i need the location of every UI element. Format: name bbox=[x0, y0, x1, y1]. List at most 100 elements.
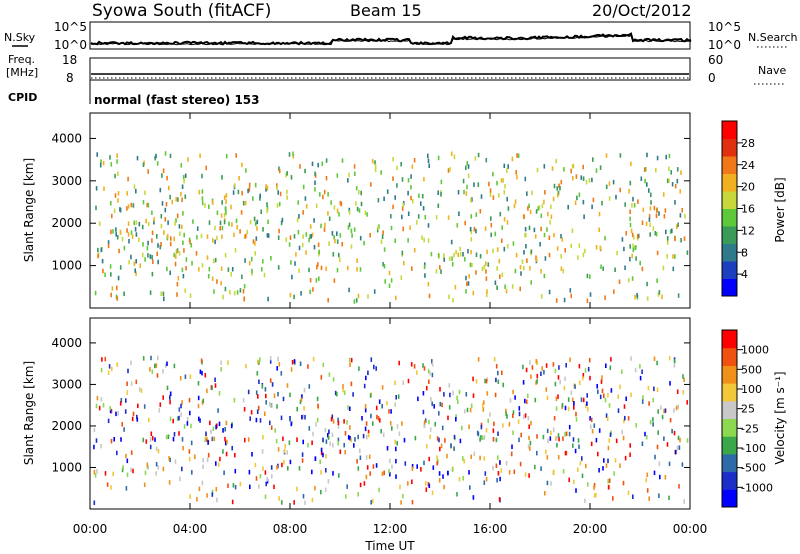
scatter-point bbox=[355, 185, 358, 191]
scatter-point bbox=[304, 415, 306, 420]
scatter-point bbox=[556, 246, 559, 251]
scatter-point bbox=[235, 153, 237, 158]
scatter-point bbox=[166, 175, 168, 181]
scatter-point bbox=[112, 229, 114, 234]
scatter-point bbox=[212, 426, 215, 431]
scatter-point bbox=[283, 459, 285, 465]
scatter-point bbox=[349, 436, 351, 441]
scatter-point bbox=[535, 209, 538, 214]
scatter-point bbox=[96, 469, 98, 474]
scatter-point bbox=[388, 409, 390, 414]
scatter-point bbox=[534, 234, 537, 239]
scatter-point bbox=[469, 262, 472, 268]
scatter-point bbox=[356, 206, 359, 212]
scatter-point bbox=[245, 168, 247, 173]
scatter-point bbox=[270, 256, 272, 261]
scatter-point bbox=[107, 243, 110, 249]
scatter-point bbox=[401, 206, 404, 211]
scatter-point bbox=[601, 388, 604, 394]
scatter-point bbox=[231, 445, 233, 451]
scatter-point bbox=[482, 407, 485, 412]
scatter-point bbox=[503, 217, 506, 222]
scatter-point bbox=[600, 379, 603, 384]
scatter-point bbox=[465, 289, 467, 294]
scatter-point bbox=[563, 297, 566, 303]
scatter-point bbox=[436, 461, 438, 466]
scatter-point bbox=[411, 164, 414, 169]
scatter-point bbox=[507, 164, 509, 169]
scatter-point bbox=[201, 173, 203, 179]
scatter-point bbox=[388, 283, 391, 289]
colorbar-tick-label: 16 bbox=[741, 203, 755, 216]
scatter-point bbox=[348, 207, 351, 213]
scatter-point bbox=[200, 233, 203, 239]
scatter-point bbox=[401, 421, 403, 426]
scatter-point bbox=[457, 190, 460, 195]
scatter-point bbox=[317, 162, 319, 168]
scatter-point bbox=[365, 421, 368, 426]
noise-search-line bbox=[90, 34, 692, 46]
scatter-point bbox=[470, 229, 473, 235]
scatter-point bbox=[138, 221, 141, 227]
scatter-point bbox=[130, 202, 133, 208]
scatter-point bbox=[531, 365, 534, 370]
scatter-point bbox=[168, 185, 170, 191]
scatter-point bbox=[683, 377, 685, 382]
scatter-point bbox=[234, 247, 237, 253]
scatter-point bbox=[555, 396, 558, 402]
scatter-point bbox=[440, 443, 443, 449]
scatter-point bbox=[216, 279, 218, 284]
scatter-point bbox=[169, 399, 171, 405]
scatter-point bbox=[662, 192, 665, 197]
scatter-point bbox=[675, 449, 677, 455]
scatter-point bbox=[378, 399, 381, 404]
scatter-point bbox=[236, 290, 239, 295]
scatter-point bbox=[246, 229, 248, 235]
scatter-point bbox=[221, 175, 223, 180]
scatter-point bbox=[630, 392, 632, 398]
scatter-point bbox=[377, 225, 379, 231]
scatter-point bbox=[116, 362, 118, 367]
scatter-point bbox=[299, 399, 302, 405]
scatter-point bbox=[640, 176, 643, 181]
scatter-point bbox=[164, 151, 167, 156]
scatter-point bbox=[110, 162, 113, 167]
scatter-point bbox=[428, 456, 430, 462]
scatter-point bbox=[452, 390, 454, 396]
scatter-point bbox=[472, 290, 475, 296]
scatter-point bbox=[135, 220, 138, 225]
scatter-point bbox=[402, 493, 404, 499]
scatter-point bbox=[637, 234, 639, 239]
scatter-point bbox=[557, 455, 560, 460]
scatter-point bbox=[528, 225, 531, 231]
scatter-point bbox=[462, 476, 464, 481]
scatter-point bbox=[211, 492, 214, 497]
scatter-point bbox=[428, 379, 430, 384]
scatter-point bbox=[503, 190, 506, 195]
scatter-point bbox=[214, 383, 217, 388]
scatter-point bbox=[290, 260, 292, 265]
scatter-point bbox=[261, 449, 264, 454]
scatter-point bbox=[441, 402, 443, 408]
scatter-point bbox=[270, 465, 273, 470]
scatter-point bbox=[589, 416, 591, 421]
power-cbar-label: Power [dB] bbox=[773, 177, 787, 242]
y-tick-label: 1000 bbox=[51, 460, 82, 474]
scatter-point bbox=[160, 214, 163, 219]
scatter-point bbox=[151, 436, 154, 441]
scatter-point bbox=[672, 254, 674, 259]
scatter-point bbox=[656, 444, 659, 450]
scatter-point bbox=[265, 481, 267, 487]
scatter-point bbox=[258, 484, 260, 489]
scatter-point bbox=[522, 364, 524, 370]
scatter-point bbox=[319, 459, 321, 465]
scatter-point bbox=[515, 252, 518, 258]
scatter-point bbox=[449, 392, 451, 398]
scatter-point bbox=[493, 357, 496, 362]
scatter-point bbox=[436, 455, 438, 460]
scatter-point bbox=[562, 469, 565, 474]
scatter-point bbox=[440, 269, 442, 274]
scatter-point bbox=[675, 405, 678, 411]
scatter-point bbox=[539, 242, 541, 247]
